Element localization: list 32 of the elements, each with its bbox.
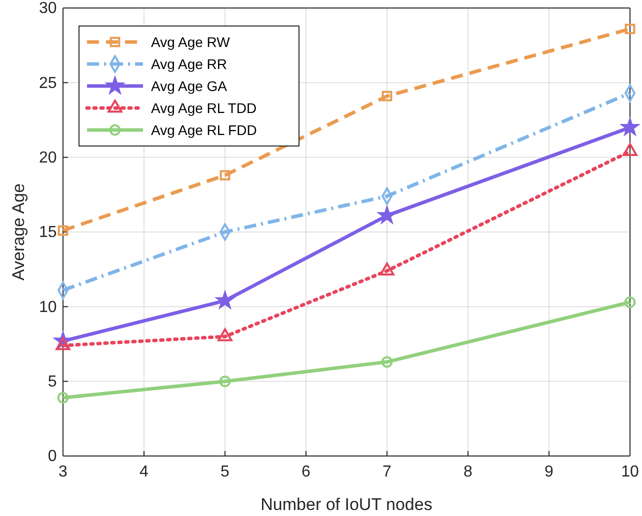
point	[622, 143, 638, 156]
y-tick-label: 15	[39, 224, 57, 242]
y-tick-label: 30	[39, 0, 57, 18]
point	[216, 292, 234, 308]
point	[220, 170, 230, 180]
y-tick-label: 25	[39, 74, 57, 92]
y-tick-label: 10	[39, 298, 57, 316]
point	[57, 392, 69, 404]
x-tick-label: 3	[58, 464, 68, 481]
point	[219, 376, 231, 388]
x-tick-label: 4	[140, 464, 149, 481]
x-tick-label: 9	[544, 464, 554, 481]
legend-label: Avg Age GA	[151, 78, 228, 94]
point	[58, 225, 68, 236]
legend-label: Avg Age RW	[151, 34, 231, 50]
legend-label: Avg Age RL FDD	[151, 122, 257, 138]
x-axis-title: Number of IoUT nodes	[260, 495, 432, 514]
y-tick-label: 20	[39, 149, 57, 166]
x-tick-label: 7	[382, 464, 392, 481]
x-tick-label: 5	[220, 464, 230, 481]
x-tick-label: 10	[621, 464, 639, 481]
y-axis-title: Average Age	[9, 183, 28, 281]
legend-label: Avg Age RL TDD	[151, 100, 257, 116]
y-tick-label: 5	[48, 373, 57, 390]
point	[624, 24, 636, 34]
point	[624, 296, 636, 308]
point	[381, 356, 393, 368]
x-tick-label: 6	[302, 464, 311, 481]
point	[382, 90, 392, 102]
y-tick-label: 0	[48, 448, 57, 466]
legend-label: Avg Age RR	[151, 56, 228, 72]
x-tick-label: 8	[464, 464, 473, 481]
